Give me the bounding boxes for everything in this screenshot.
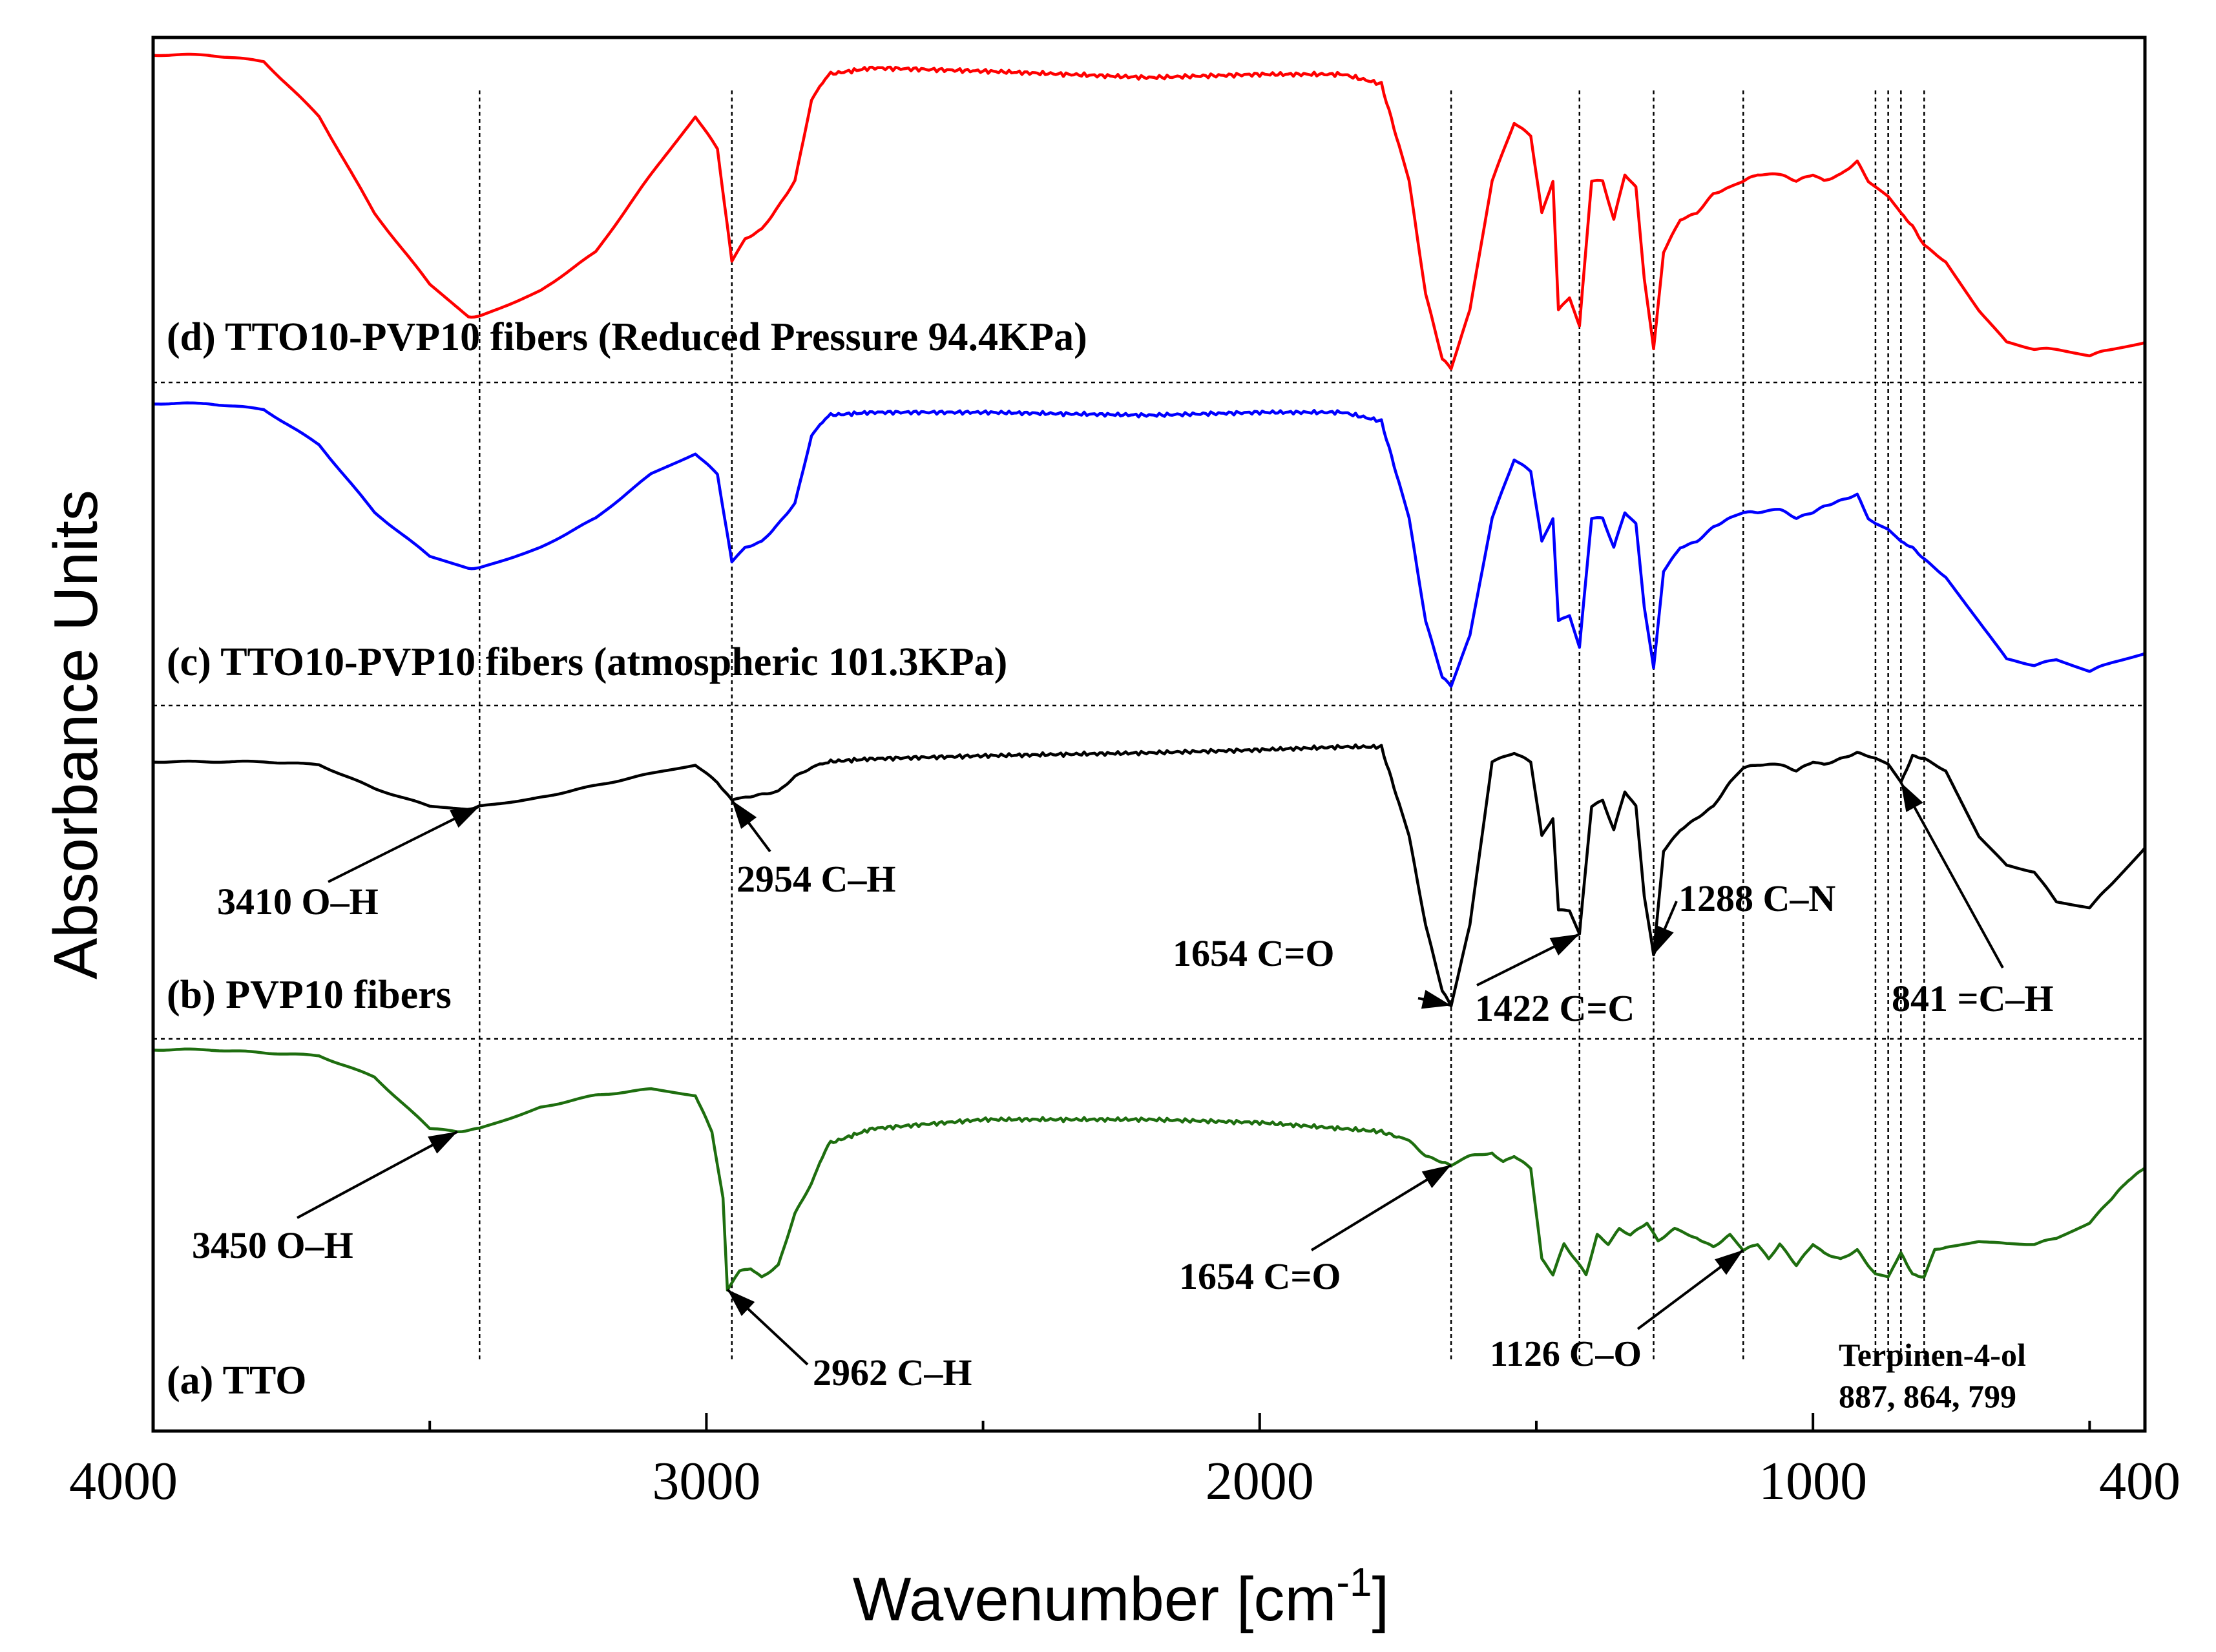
series-label-c: (c) TTO10-PVP10 fibers (atmospheric 101.… [167, 640, 1007, 684]
annotation-b-1422: 1422 C=C [1475, 987, 1635, 1029]
annotation-a-3450: 3450 O–H [192, 1224, 353, 1266]
annotation-arrows [297, 782, 2004, 1366]
x-tick-label-3000: 3000 [652, 1451, 760, 1511]
x-tick-label-400: 400 [2099, 1451, 2180, 1511]
arrow-line-a-3450 [297, 1130, 458, 1219]
x-axis-title-close: ] [1372, 1565, 1390, 1634]
x-axis-title-exponent: -1 [1336, 1560, 1372, 1605]
annotation-a-terpinen-peaks: 887, 864, 799 [1839, 1378, 2016, 1414]
x-tick-label-1000: 1000 [1759, 1451, 1867, 1511]
series-label-d: (d) TTO10-PVP10 fibers (Reduced Pressure… [167, 315, 1087, 359]
y-axis-title: Absorbance Units [41, 490, 110, 979]
series-line-a [151, 1047, 2147, 1292]
arrow-head-a-1654 [1421, 1165, 1452, 1189]
panel-dividers [153, 381, 2145, 1040]
arrow-head-b-1288 [1653, 925, 1674, 955]
arrow-head-b-1422 [1549, 934, 1580, 956]
x-axis-ticks [152, 1413, 2146, 1431]
series-line-c [151, 401, 2147, 688]
x-axis-tick-labels: 4000 3000 2000 1000 400 [69, 1451, 2180, 1511]
annotation-b-1654: 1654 C=O [1173, 932, 1335, 974]
series-label-b: (b) PVP10 fibers [167, 973, 452, 1017]
arrow-head-b-2954 [731, 800, 757, 830]
arrow-head-b-841 [1901, 782, 1923, 812]
annotation-b-2954: 2954 C–H [737, 858, 896, 900]
peak-reference-lines [479, 90, 1925, 1360]
spectra-series [151, 52, 2147, 1292]
arrow-head-b-3410 [450, 806, 480, 828]
arrow-head-a-2962 [727, 1290, 755, 1317]
arrow-line-b-841 [1899, 782, 2004, 968]
series-line-d [151, 52, 2147, 371]
x-axis-title: Wavenumber [cm-1] [853, 1560, 1389, 1634]
annotation-b-1288: 1288 C–N [1678, 877, 1835, 919]
series-label-a: (a) TTO [167, 1359, 307, 1403]
x-tick-label-4000: 4000 [69, 1451, 178, 1511]
annotation-a-1654: 1654 C=O [1179, 1255, 1341, 1297]
arrow-head-b-1654 [1421, 990, 1452, 1009]
annotation-a-terpinen: Terpinen-4-ol [1839, 1337, 2026, 1373]
arrow-head-a-1126 [1715, 1249, 1744, 1275]
x-axis-title-main: Wavenumber [cm [853, 1565, 1337, 1634]
arrow-head-a-3450 [428, 1131, 458, 1154]
plot-frame [151, 36, 2147, 1433]
annotation-b-841: 841 =C–H [1892, 978, 2054, 1019]
annotation-a-2962: 2962 C–H [813, 1352, 972, 1394]
annotation-b-3410: 3410 O–H [217, 881, 379, 923]
x-tick-label-2000: 2000 [1206, 1451, 1314, 1511]
series-line-b [151, 743, 2147, 1008]
annotation-a-1126: 1126 C–O [1490, 1334, 1642, 1374]
